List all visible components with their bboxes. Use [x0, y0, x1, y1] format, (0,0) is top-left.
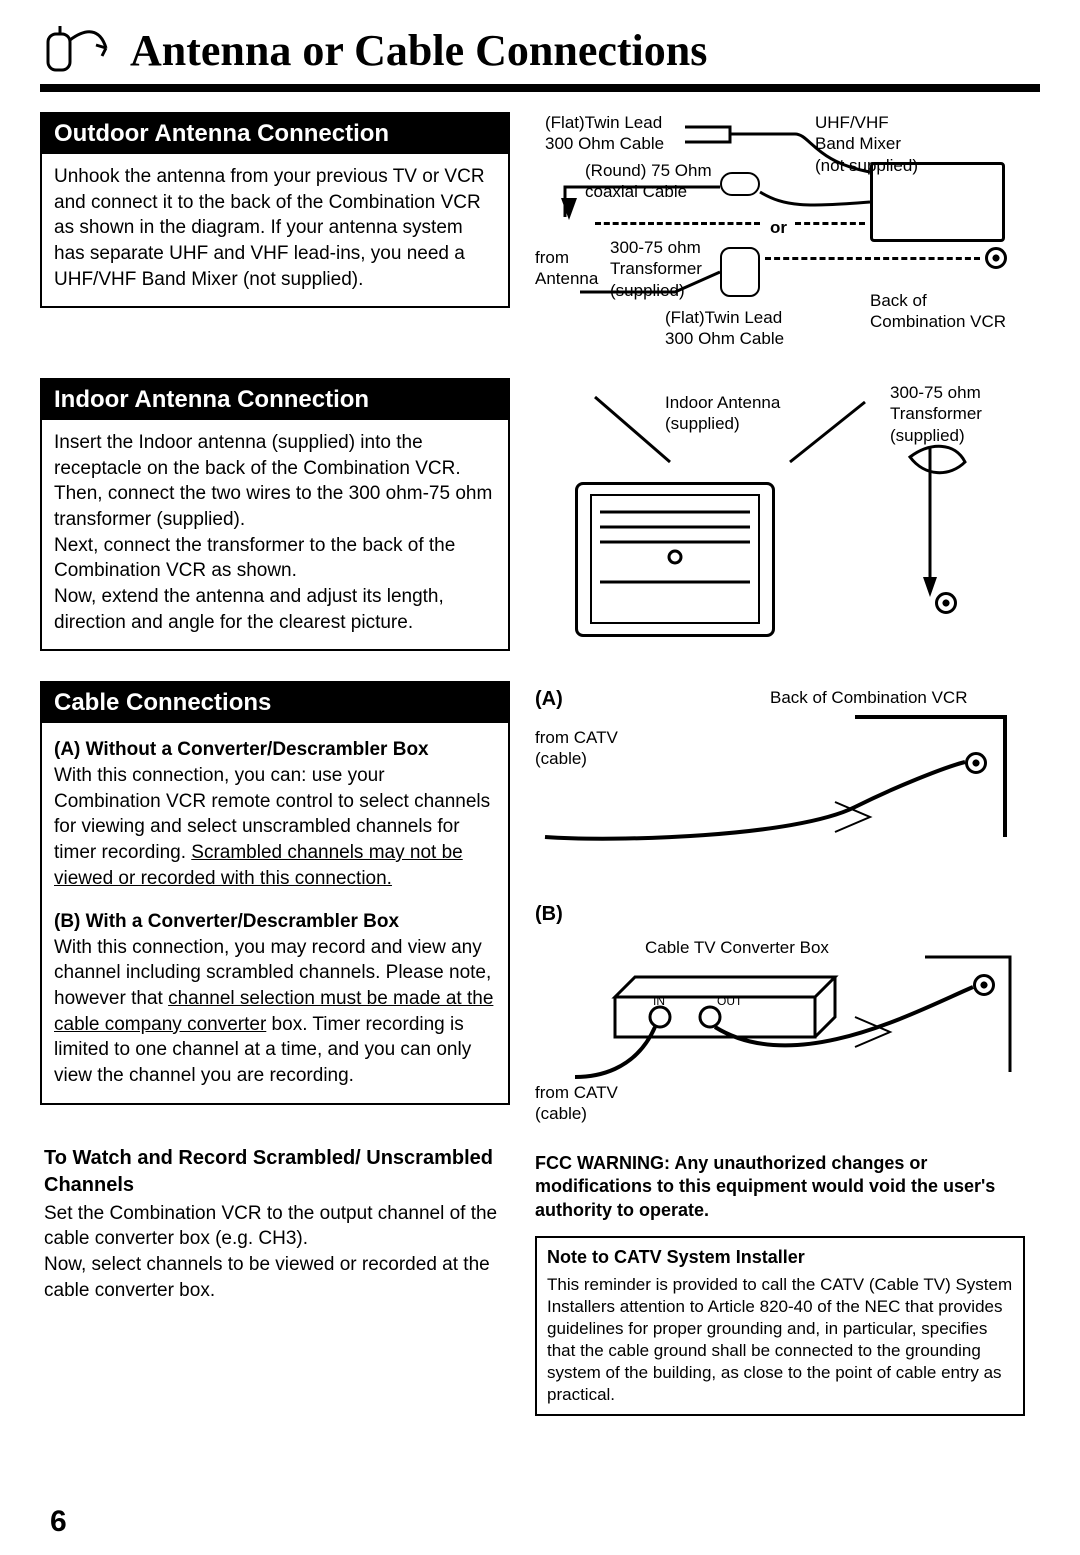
outdoor-header: Outdoor Antenna Connection [42, 114, 508, 154]
page-number: 6 [50, 1505, 67, 1539]
cable-a-diagram: (A) Back of Combination VCR from CATV (c… [535, 687, 1025, 877]
watch-title: To Watch and Record Scrambled/ Unscrambl… [44, 1145, 506, 1199]
outdoor-diagram: (Flat)Twin Lead 300 Ohm Cable UHF/VHF Ba… [535, 112, 1025, 357]
indoor-section: Indoor Antenna Connection Insert the Ind… [40, 378, 510, 651]
cable-header: Cable Connections [42, 683, 508, 723]
catv-note-title: Note to CATV System Installer [547, 1246, 1013, 1269]
cable-b-title: (B) With a Converter/Descrambler Box [54, 909, 496, 935]
catv-note-box: Note to CATV System Installer This remin… [535, 1236, 1025, 1416]
fcc-warning: FCC WARNING: Any unauthorized changes or… [535, 1152, 1025, 1222]
cable-body: (A) Without a Converter/Descrambler Box … [42, 723, 508, 1102]
cable-a-title: (A) Without a Converter/Descrambler Box [54, 737, 496, 763]
watch-body: Set the Combination VCR to the output ch… [44, 1201, 506, 1304]
page-title: Antenna or Cable Connections [130, 25, 707, 76]
outdoor-body: Unhook the antenna from your previous TV… [42, 154, 508, 306]
outdoor-section: Outdoor Antenna Connection Unhook the an… [40, 112, 510, 308]
cable-b-diagram: (B) Cable TV Converter Box from CATV (ca… [535, 902, 1025, 1122]
indoor-diagram: Indoor Antenna (supplied) 300-75 ohm Tra… [535, 382, 1025, 662]
cable-section: Cable Connections (A) Without a Converte… [40, 681, 510, 1104]
catv-note-body: This reminder is provided to call the CA… [547, 1274, 1013, 1407]
svg-text:OUT: OUT [717, 994, 743, 1008]
indoor-header: Indoor Antenna Connection [42, 380, 508, 420]
watch-section: To Watch and Record Scrambled/ Unscrambl… [40, 1145, 510, 1304]
indoor-body: Insert the Indoor antenna (supplied) int… [42, 420, 508, 649]
connections-icon [40, 20, 110, 80]
page-header: Antenna or Cable Connections [40, 20, 1040, 92]
svg-text:IN: IN [653, 994, 665, 1008]
